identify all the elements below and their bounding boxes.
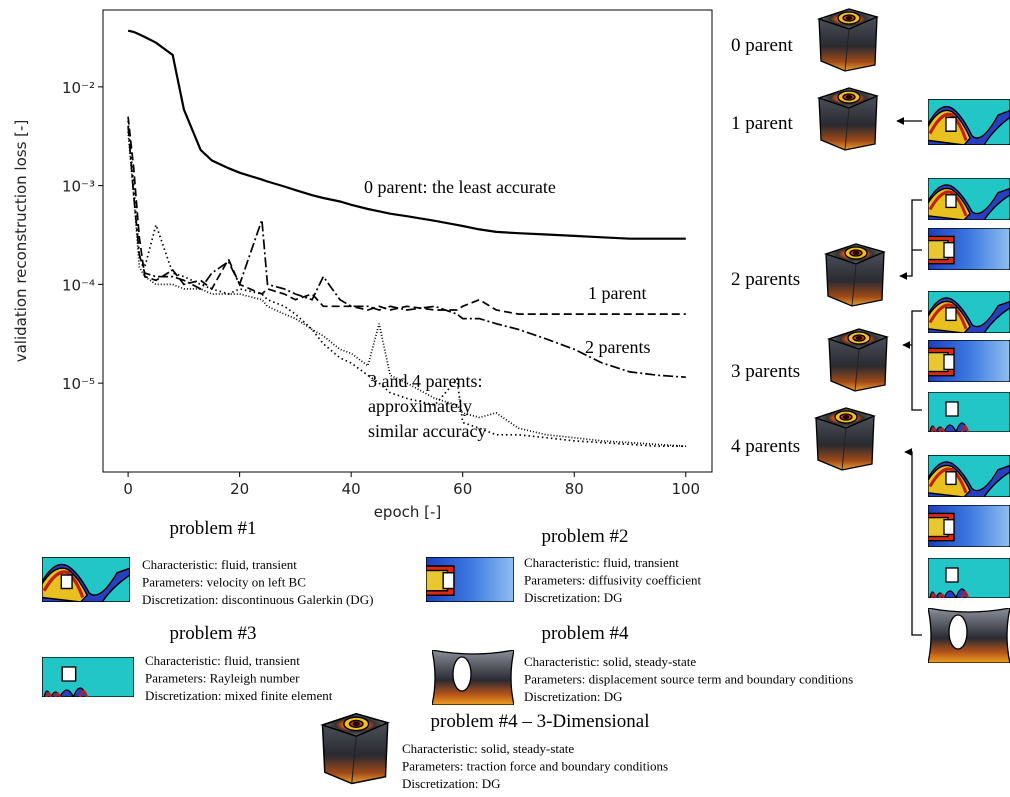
thumbnail <box>928 291 1010 333</box>
cube-icon <box>819 9 877 71</box>
thumbnail <box>928 505 1010 547</box>
x-tick-label: 0 <box>123 480 133 498</box>
y-tick-label: 10⁻³ <box>62 178 95 196</box>
problem-title: problem #2 <box>541 526 628 547</box>
annotation: 0 parent: the least accurate <box>364 177 556 197</box>
diagram-label: 3 parents <box>731 361 800 382</box>
thumbnail <box>42 657 134 697</box>
bracket <box>905 452 922 635</box>
thumbnail <box>928 392 1010 432</box>
problem-detail: Characteristic: fluid, transient <box>524 555 679 570</box>
diagram-label: 1 parent <box>731 113 793 134</box>
problem-detail: Parameters: velocity on left BC <box>142 575 306 590</box>
annotation: 2 parents <box>585 337 650 357</box>
problem-detail: Parameters: displacement source term and… <box>524 672 853 687</box>
problem-detail: Characteristic: fluid, transient <box>145 653 300 668</box>
cube-icon <box>829 329 887 391</box>
x-tick-label: 40 <box>342 480 361 498</box>
plot: 0 20 40 60 80 100 10⁻⁵ 10⁻⁴ 10⁻³ 10⁻² epoch [-] val… <box>12 10 712 521</box>
problem-detail: Discretization: mixed finite element <box>145 688 333 703</box>
diagram-label: 4 parents <box>731 436 800 457</box>
thumbnail <box>928 558 1010 598</box>
problem-detail: Discretization: discontinuous Galerkin (… <box>142 592 373 607</box>
problem-detail: Characteristic: fluid, transient <box>142 557 297 572</box>
annotation: 3 and 4 parents: <box>368 371 482 391</box>
problem-title: problem #4 – 3-Dimensional <box>431 711 650 732</box>
problem-detail: Characteristic: solid, steady-state <box>402 741 574 756</box>
x-tick-label: 20 <box>230 480 249 498</box>
problem-detail: Parameters: diffusivity coefficient <box>524 573 702 588</box>
page: {"chart_data":{"type":"line","yscale":"l… <box>0 0 1010 797</box>
cube-icon <box>826 244 884 306</box>
thumbnail <box>928 340 1010 382</box>
cube-icon <box>816 408 874 470</box>
y-tick-label: 10⁻⁵ <box>62 375 95 393</box>
problem-detail: Discretization: DG <box>402 776 501 791</box>
x-tick-label: 100 <box>671 480 700 498</box>
annotation: similar accuracy <box>368 421 486 441</box>
problem-detail: Parameters: Rayleigh number <box>145 671 300 686</box>
annotation: approximately <box>368 396 472 416</box>
figure: 0 20 40 60 80 100 10⁻⁵ 10⁻⁴ 10⁻³ 10⁻² epoch [-] val… <box>0 0 1010 797</box>
thumbnail <box>928 228 1010 270</box>
problem-detail: Parameters: traction force and boundary … <box>402 759 668 774</box>
problem-detail: Discretization: DG <box>524 590 623 605</box>
thumbnail <box>432 650 514 705</box>
series-line <box>128 31 686 239</box>
thumbnail <box>928 455 1010 497</box>
bracket <box>903 311 922 410</box>
problem-title: problem #1 <box>169 518 256 539</box>
thumbnail <box>928 178 1010 220</box>
thumbnail <box>426 557 514 602</box>
thumbnail <box>928 608 1010 663</box>
annotation: 1 parent <box>588 283 646 303</box>
thumbnail <box>928 99 1010 145</box>
x-tick-label: 60 <box>453 480 472 498</box>
x-tick-label: 80 <box>565 480 584 498</box>
problem-detail: Characteristic: solid, steady-state <box>524 654 696 669</box>
y-tick-label: 10⁻⁴ <box>62 276 95 294</box>
problem-title: problem #4 <box>541 623 629 644</box>
problem-title: problem #3 <box>169 623 256 644</box>
diagram-label: 2 parents <box>731 269 800 290</box>
problem-detail: Discretization: DG <box>524 689 623 704</box>
bracket <box>900 200 922 276</box>
y-axis-label: validation reconstruction loss [-] <box>12 120 30 363</box>
cube-icon <box>819 88 877 150</box>
thumbnail <box>42 557 130 602</box>
y-tick-label: 10⁻² <box>62 79 95 97</box>
cube-icon <box>323 714 388 784</box>
x-axis-label: epoch [-] <box>374 503 442 521</box>
diagram-label: 0 parent <box>731 35 793 56</box>
